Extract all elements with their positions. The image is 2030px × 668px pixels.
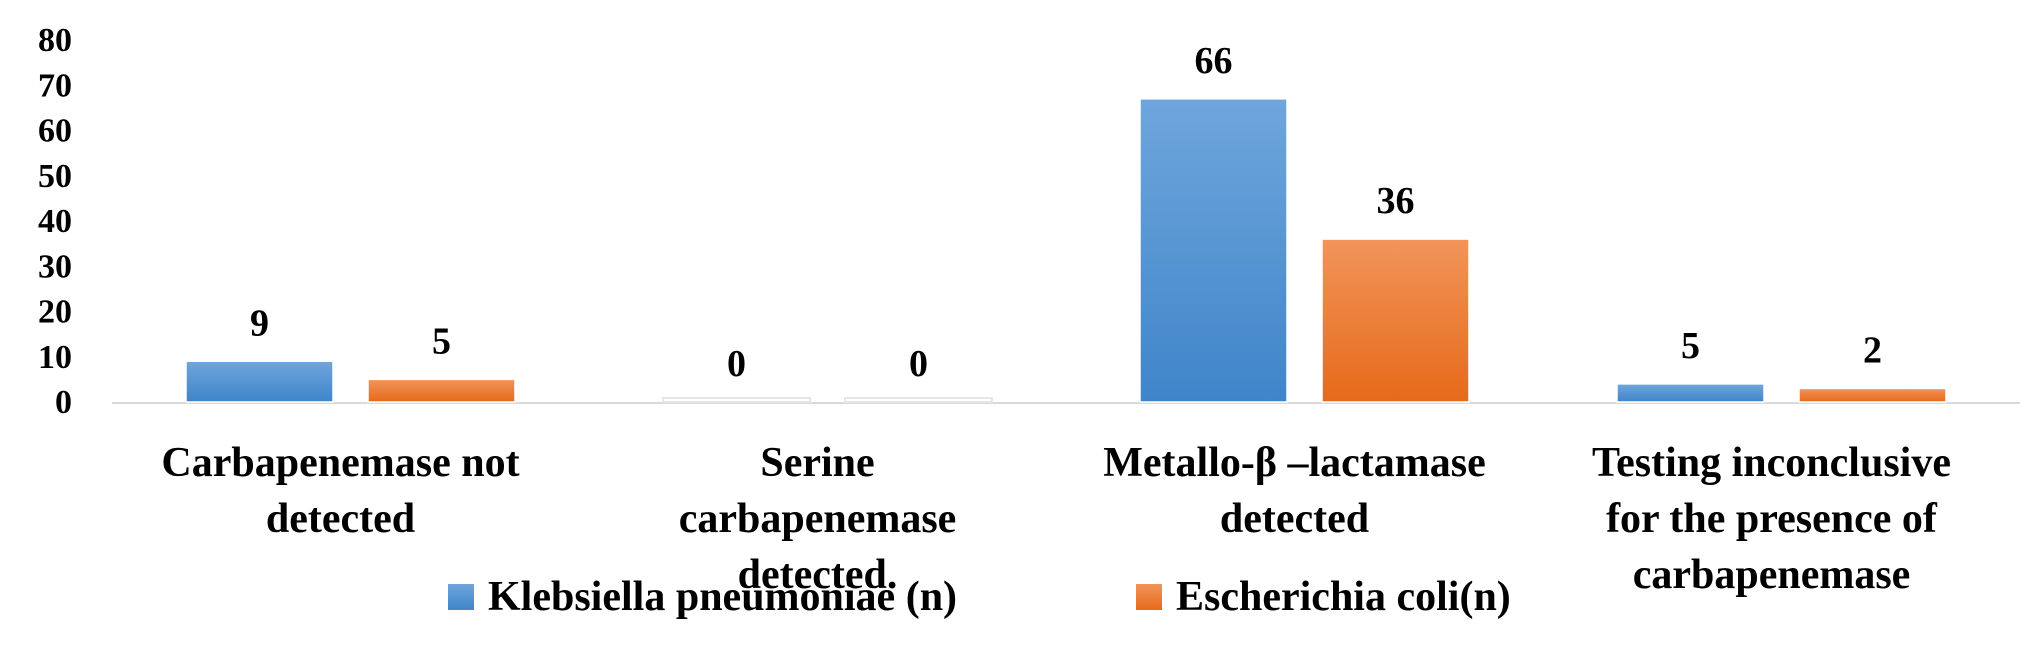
x-tick-label: Serine carbapenemase detected. — [679, 440, 957, 598]
y-axis: 0 10 20 30 40 50 60 70 80 — [38, 22, 72, 421]
data-labels: 9 5 0 0 66 36 5 2 — [250, 40, 1882, 385]
bar — [844, 397, 993, 403]
y-tick-label: 40 — [38, 203, 72, 240]
data-label: 2 — [1863, 329, 1882, 371]
data-label: 0 — [727, 343, 746, 385]
y-tick-label: 70 — [38, 67, 72, 104]
bar — [1321, 238, 1470, 403]
legend-item: Klebsiella pneumoniae (n) — [448, 574, 957, 620]
bar — [367, 378, 516, 403]
bar — [1616, 383, 1765, 403]
category-labels: Carbapenemase not detected Serine carbapene… — [161, 440, 1951, 598]
data-label: 66 — [1195, 40, 1233, 82]
data-label: 9 — [250, 302, 269, 344]
x-tick-label: Carbapenemase not detected — [161, 440, 519, 542]
data-label: 36 — [1377, 180, 1415, 222]
x-tick-label: Metallo-β –lactamase detected — [1103, 440, 1486, 542]
bar — [185, 360, 334, 403]
y-tick-label: 50 — [38, 158, 72, 195]
x-tick-label: Testing inconclusive for the presence of c… — [1592, 440, 1951, 598]
y-tick-label: 30 — [38, 248, 72, 285]
y-tick-label: 60 — [38, 113, 72, 150]
legend-swatch — [448, 584, 474, 610]
bar — [1798, 387, 1947, 403]
legend-label: Klebsiella pneumoniae (n) — [488, 574, 957, 620]
y-tick-label: 0 — [55, 384, 72, 421]
legend-label: Escherichia coli(n) — [1176, 574, 1511, 620]
y-tick-label: 80 — [38, 22, 72, 59]
data-label: 5 — [1681, 325, 1700, 367]
legend-item: Escherichia coli(n) — [1136, 574, 1511, 620]
data-label: 0 — [909, 343, 928, 385]
y-tick-label: 10 — [38, 339, 72, 376]
data-label: 5 — [432, 320, 451, 362]
legend: Klebsiella pneumoniae (n) Escherichia col… — [448, 574, 1511, 620]
y-tick-label: 20 — [38, 294, 72, 331]
bar — [1139, 98, 1288, 403]
bar — [662, 397, 811, 403]
legend-swatch — [1136, 584, 1162, 610]
bars — [185, 98, 1947, 403]
